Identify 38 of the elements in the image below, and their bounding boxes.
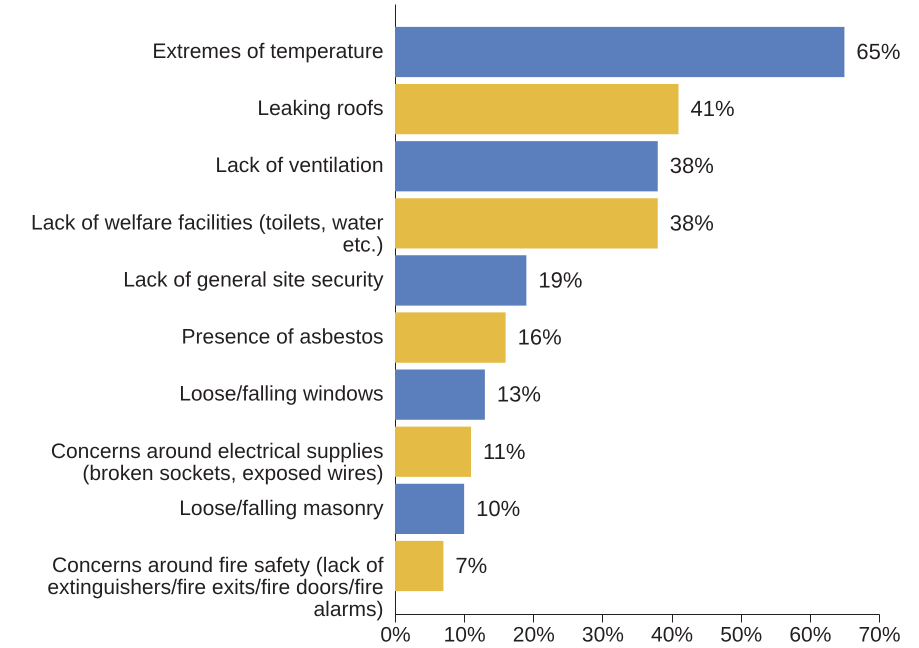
data-label: 7% [455, 553, 488, 578]
y-tick-label: Lack of general site security [123, 268, 384, 292]
y-tick-label: Extremes of temperature [152, 40, 384, 63]
bar [395, 84, 678, 134]
x-tick-label: 40% [651, 624, 694, 646]
x-tick-label: 60% [789, 624, 832, 646]
x-tick-label: 0% [380, 624, 411, 646]
y-tick-label: Concerns around electrical supplies (broken sockets, exposed wires) [50, 440, 384, 485]
y-tick-label: Lack of welfare facilities (toilets, water etc.) [31, 211, 384, 256]
bar [395, 484, 464, 534]
data-label: 38% [670, 153, 714, 178]
y-tick-label: Loose/falling windows [179, 382, 384, 406]
bar [395, 26, 844, 78]
y-tick-label: Concerns around fire safety (lack of extinguishers/fire exits/fire doors/fire alarms) [47, 554, 384, 622]
bar [395, 370, 485, 420]
data-label: 13% [496, 382, 541, 407]
data-label: 65% [856, 38, 900, 64]
bar [395, 141, 658, 192]
data-label: 10% [476, 496, 520, 521]
bar [395, 426, 472, 477]
y-tick-label: Lack of ventilation [215, 154, 384, 178]
x-tick-label: 70% [858, 624, 901, 646]
data-label: 16% [518, 324, 562, 350]
y-tick-label: Presence of asbestos [182, 326, 384, 349]
x-tick-label: 10% [444, 624, 486, 646]
x-tick-label: 30% [582, 624, 624, 646]
bar [395, 540, 444, 592]
bar [395, 255, 526, 306]
data-label: 41% [690, 96, 735, 122]
bar [395, 198, 658, 248]
y-tick-label: Loose/falling masonry [179, 496, 384, 520]
data-label: 38% [670, 210, 714, 236]
data-label: 19% [538, 267, 582, 292]
data-label: 11% [483, 438, 526, 464]
x-tick-label: 20% [512, 624, 555, 646]
x-tick-label: 50% [720, 624, 762, 646]
y-tick-label: Leaking roofs [257, 97, 384, 120]
bar [395, 312, 506, 363]
